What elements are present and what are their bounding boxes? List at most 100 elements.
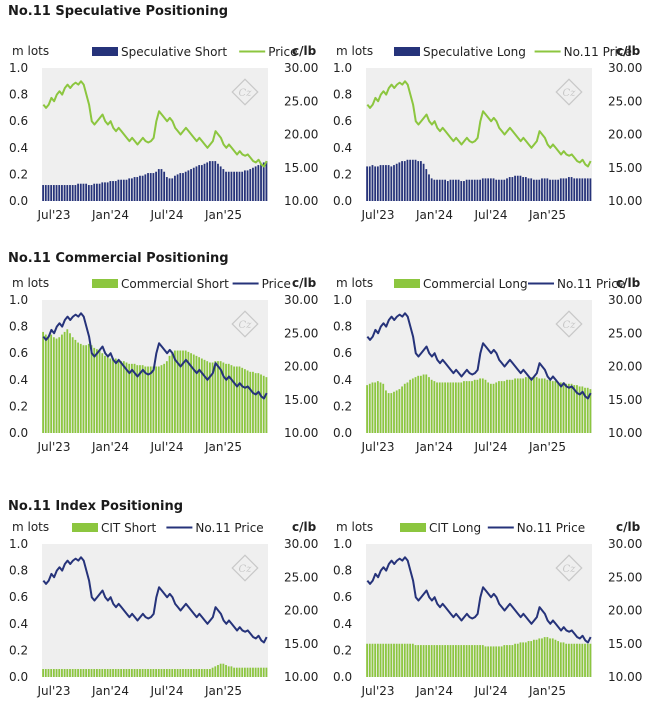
bar <box>233 366 236 433</box>
x-tick-label: Jan'24 <box>415 684 453 698</box>
bar <box>69 669 71 677</box>
bar <box>376 643 379 677</box>
y2-axis-label: c/lb <box>292 276 317 290</box>
bar <box>546 178 549 201</box>
legend: CIT Long No.11 Price <box>400 521 585 535</box>
bar <box>436 179 438 201</box>
bar <box>44 669 47 677</box>
bar-series <box>42 161 268 201</box>
bar <box>265 377 268 433</box>
bar <box>559 178 562 201</box>
bar <box>374 382 377 433</box>
bar <box>473 179 476 201</box>
bar <box>390 643 393 677</box>
x-tick-label: Jul'24 <box>473 440 507 454</box>
bar <box>446 645 449 677</box>
x-tick-label: Jan'24 <box>415 208 453 222</box>
y2-axis-label: c/lb <box>616 276 641 290</box>
bar <box>449 382 452 433</box>
bar <box>58 669 61 677</box>
legend: Commercial Long No.11 Price <box>394 277 625 291</box>
bar <box>200 669 203 677</box>
bar <box>249 169 252 201</box>
bar <box>171 669 174 677</box>
bar <box>96 183 98 201</box>
bar <box>227 363 230 433</box>
bar <box>417 645 420 677</box>
bar <box>492 178 495 201</box>
bar <box>476 179 479 201</box>
bar <box>155 366 157 433</box>
bar <box>77 669 79 677</box>
x-tick-label: Jul'23 <box>36 440 70 454</box>
bar <box>549 179 551 201</box>
bar <box>243 170 246 201</box>
bar <box>174 669 176 677</box>
bar <box>182 669 184 677</box>
legend-bar-swatch <box>72 523 98 532</box>
bar <box>441 645 444 677</box>
bar <box>262 375 265 433</box>
chart-speculative-long: m lots c/lb 0.0 0.2 0.4 0.6 0.8 1.0 10.00 15.00 20… <box>324 36 648 246</box>
bar <box>112 181 114 201</box>
bar <box>562 178 565 201</box>
bar <box>366 166 368 201</box>
bar <box>385 643 387 677</box>
bar <box>147 173 149 201</box>
bar <box>503 381 506 433</box>
bar <box>77 342 79 433</box>
watermark-logo-icon: Cz <box>555 310 583 338</box>
bar <box>61 669 63 677</box>
bar <box>190 353 192 433</box>
bar <box>390 166 393 201</box>
bar <box>484 178 487 201</box>
chart-svg: m lots c/lb 0.0 0.2 0.4 0.6 0.8 1.0 10.00 15.00 20… <box>9 44 318 222</box>
bar <box>227 666 230 677</box>
bar <box>230 365 233 433</box>
bar <box>401 386 403 433</box>
bar <box>120 361 123 433</box>
bar <box>198 357 201 433</box>
bar <box>203 359 206 433</box>
price-line <box>42 312 268 400</box>
bar <box>47 335 50 433</box>
y-tick-label: 0.4 <box>333 141 352 155</box>
bar <box>446 382 449 433</box>
bar <box>122 179 125 201</box>
bar-series <box>366 159 592 201</box>
bar <box>576 643 578 677</box>
bar <box>82 183 85 201</box>
bar <box>465 179 468 201</box>
bar <box>457 382 460 433</box>
y-tick-label: 0.0 <box>333 194 352 208</box>
bar <box>511 177 514 201</box>
bar <box>168 669 171 677</box>
y-tick-label: 0.4 <box>333 373 352 387</box>
bar <box>570 177 573 201</box>
bar <box>543 178 546 201</box>
y-tick-label: 1.0 <box>9 293 28 307</box>
bar <box>225 363 227 433</box>
bar <box>90 185 93 201</box>
bar <box>174 175 176 201</box>
bar <box>238 366 241 433</box>
x-tick-label: Jul'24 <box>473 208 507 222</box>
bar <box>395 390 398 433</box>
bar <box>398 389 401 433</box>
bar <box>519 378 522 433</box>
bar <box>163 171 166 201</box>
chart-svg: m lots c/lb 0.0 0.2 0.4 0.6 0.8 1.0 10.00 15.00 20… <box>9 520 318 698</box>
legend-bar-label: Speculative Long <box>423 45 526 59</box>
bar <box>120 179 123 201</box>
bar <box>535 377 538 433</box>
bar <box>42 331 44 433</box>
bar <box>262 667 265 677</box>
legend-bar-label: Commercial Short <box>121 277 229 291</box>
bar <box>500 179 503 201</box>
bar <box>570 383 573 433</box>
bar <box>149 366 152 433</box>
bar <box>414 645 417 677</box>
price-line <box>366 80 592 168</box>
bar <box>430 178 433 201</box>
bar <box>257 667 260 677</box>
